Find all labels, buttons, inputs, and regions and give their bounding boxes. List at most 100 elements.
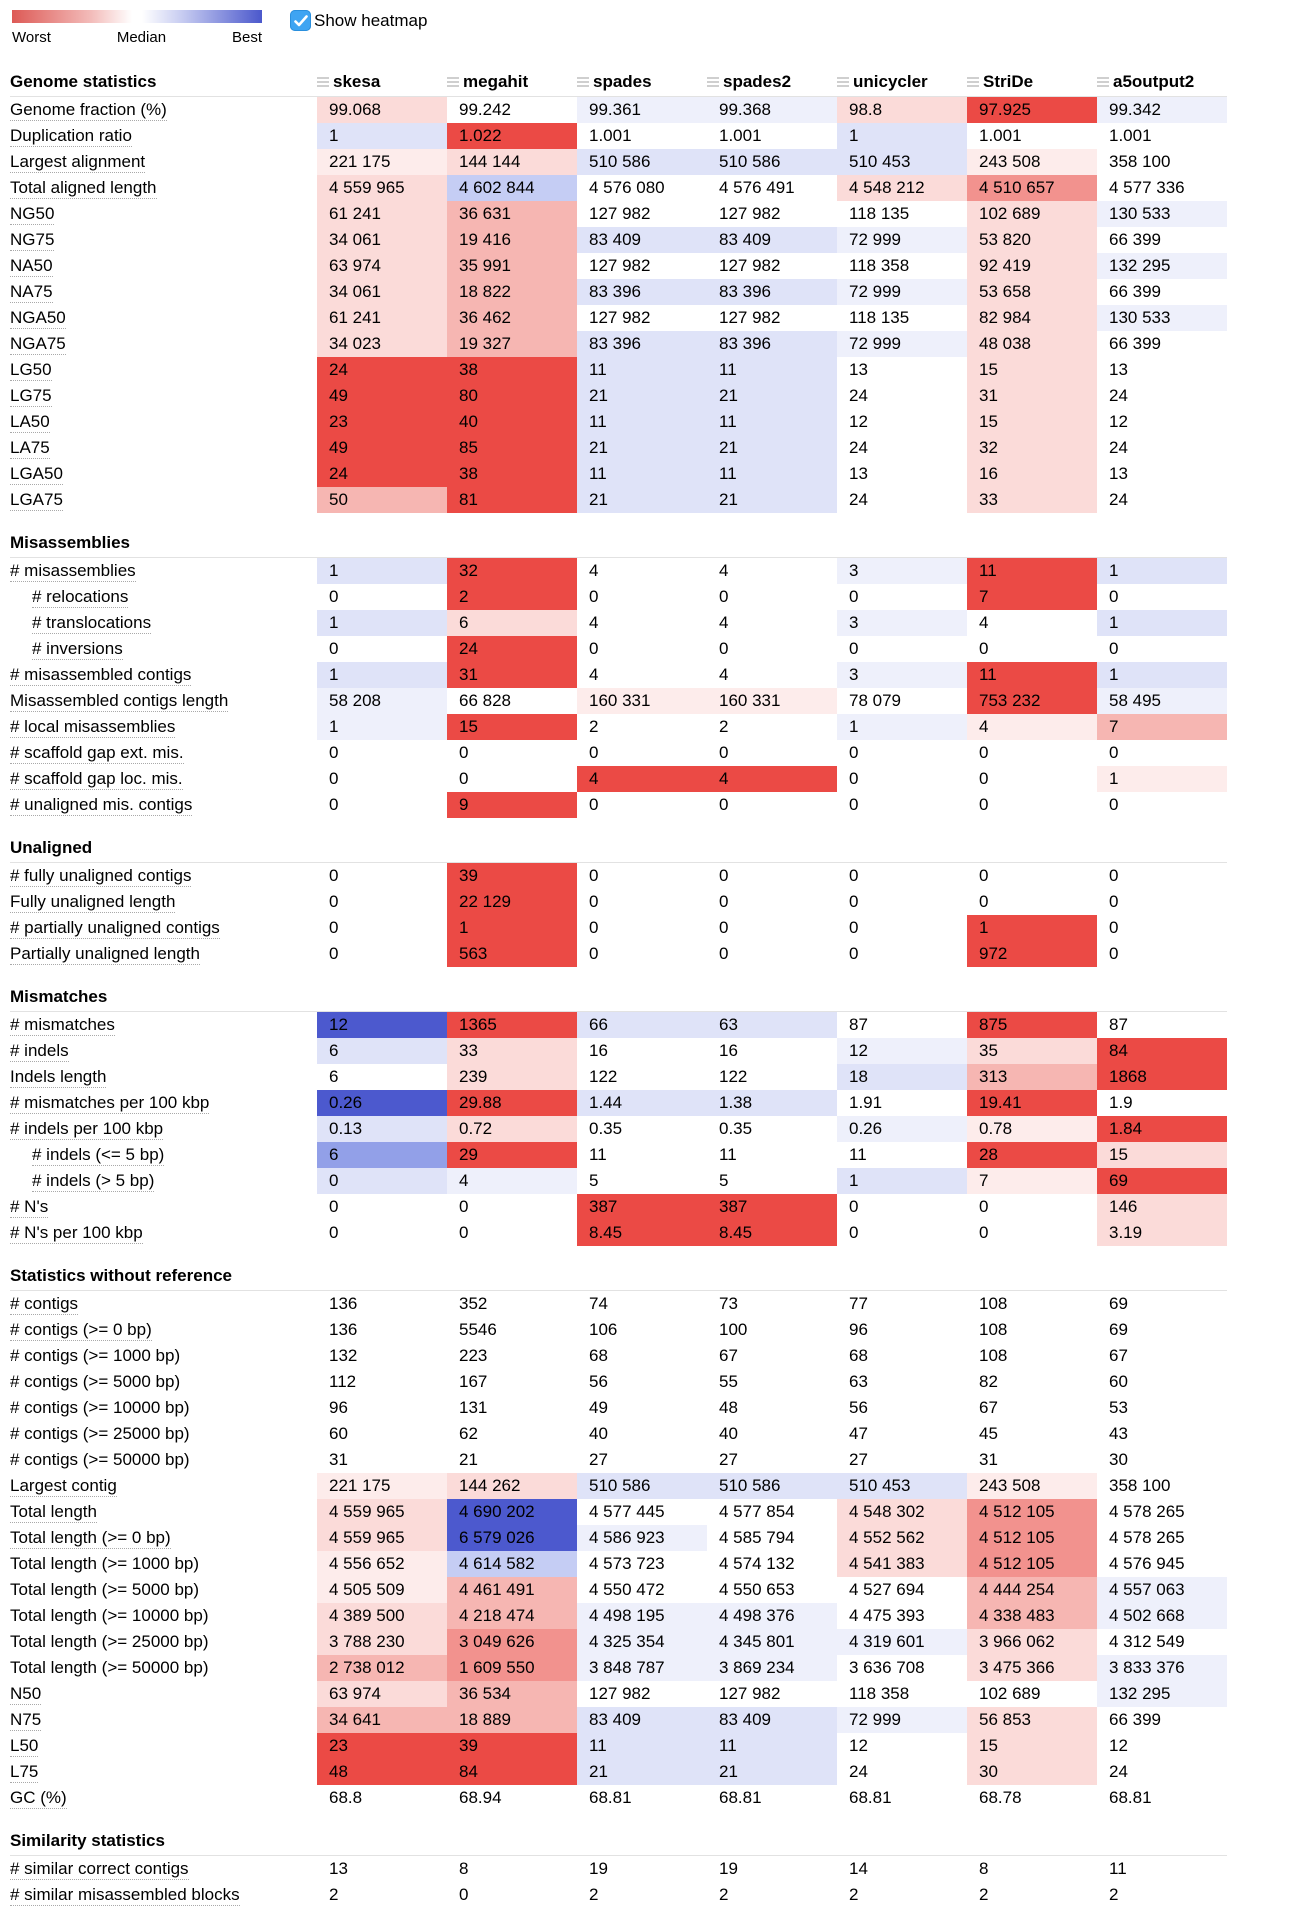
metric-label-text: # contigs (>= 25000 bp) [10,1424,190,1443]
drag-handle-icon[interactable] [317,77,329,87]
cell-spades-ng75: 83 409 [577,227,707,253]
metric-label: Misassembled contigs length [10,691,317,712]
cell-spades2-total-length-25000-bp: 4 345 801 [707,1629,837,1655]
drag-handle-icon[interactable] [447,77,459,87]
metric-label-text: LG75 [10,386,52,407]
cell-megahit-contigs-10000-bp: 131 [447,1395,577,1421]
metric-label: # contigs (>= 50000 bp) [10,1450,317,1470]
metric-label: LA50 [10,412,317,433]
show-heatmap-label: Show heatmap [314,10,428,30]
cell-spades2-total-length-50000-bp: 3 869 234 [707,1655,837,1681]
cell-unicycler-contigs: 77 [837,1291,967,1317]
cell-skesa-contigs-5000-bp: 112 [317,1369,447,1395]
cell-unicycler-contigs-5000-bp: 63 [837,1369,967,1395]
metric-label-text: # relocations [32,587,129,608]
show-heatmap-checkbox[interactable] [290,10,311,31]
metric-label-text: # similar misassembled blocks [10,1885,240,1906]
cell-a5output2-local-misassemblies: 7 [1097,714,1227,740]
cell-spades2-total-length-1000-bp: 4 574 132 [707,1551,837,1577]
cell-spades2-indels-5-bp: 11 [707,1142,837,1168]
cell-stride-ng75: 53 820 [967,227,1097,253]
cell-megahit-mismatches-per-100-kbp: 29.88 [447,1090,577,1116]
cell-megahit-nga75: 19 327 [447,331,577,357]
cell-spades-total-length-1000-bp: 4 573 723 [577,1551,707,1577]
metric-row-n75: N75 34 641 18 889 83 409 83 409 72 999 56 853 6… [10,1707,1300,1733]
column-header-a5output2[interactable]: a5output2 [1097,72,1227,92]
cell-spades-ng50: 127 982 [577,201,707,227]
metric-row-genome-fraction: Genome fraction (%) 99.068 99.242 99.361 99.… [10,97,1300,123]
metric-label-text: Total length (>= 10000 bp) [10,1606,209,1625]
cell-skesa-lg50: 24 [317,357,447,383]
cell-unicycler-total-aligned-length: 4 548 212 [837,175,967,201]
cell-a5output2-indels-5-bp: 69 [1097,1168,1227,1194]
metric-row-largest-alignment: Largest alignment 221 175 144 144 510 586 51… [10,149,1300,175]
cell-a5output2-indels: 84 [1097,1038,1227,1064]
drag-handle-icon[interactable] [707,77,719,87]
cell-unicycler-total-length-1000-bp: 4 541 383 [837,1551,967,1577]
column-header-megahit[interactable]: megahit [447,72,577,92]
cell-stride-na50: 92 419 [967,253,1097,279]
metric-label: # misassembled contigs [10,665,317,686]
metric-label-text: # scaffold gap ext. mis. [10,743,184,764]
metric-label: Partially unaligned length [10,944,317,965]
cell-a5output2-contigs-1000-bp: 67 [1097,1343,1227,1369]
metric-label: # mismatches [10,1015,317,1036]
metric-label-text: # mismatches [10,1015,115,1036]
cell-spades2-lg75: 21 [707,383,837,409]
metric-row-indels: # indels 6 33 16 16 12 35 84 [10,1038,1300,1064]
cell-skesa-inversions: 0 [317,636,447,662]
cell-a5output2-unaligned-mis-contigs: 0 [1097,792,1227,818]
cell-stride-total-length-25000-bp: 3 966 062 [967,1629,1097,1655]
cell-megahit-contigs: 352 [447,1291,577,1317]
column-header-stride[interactable]: StriDe [967,72,1097,92]
column-header-unicycler[interactable]: unicycler [837,72,967,92]
checkmark-icon [293,14,308,26]
cell-megahit-indels-5-bp: 4 [447,1168,577,1194]
cell-spades-gc: 68.81 [577,1785,707,1811]
cell-skesa-similar-correct-contigs: 13 [317,1856,447,1882]
show-heatmap-toggle[interactable]: Show heatmap [290,10,427,31]
cell-megahit-indels: 33 [447,1038,577,1064]
drag-handle-icon[interactable] [1097,77,1109,87]
drag-handle-icon[interactable] [967,77,979,87]
metric-label: # contigs (>= 5000 bp) [10,1372,317,1392]
metric-label-text: NGA50 [10,308,66,329]
drag-handle-icon[interactable] [577,77,589,87]
cell-skesa-n75: 34 641 [317,1707,447,1733]
cell-spades2-translocations: 4 [707,610,837,636]
cell-stride-fully-unaligned-contigs: 0 [967,863,1097,889]
cell-unicycler-inversions: 0 [837,636,967,662]
cell-megahit-partially-unaligned-length: 563 [447,941,577,967]
metric-label: # partially unaligned contigs [10,918,317,939]
section-header-genome-statistics: Genome statistics skesa megahit spades spade… [10,68,1227,97]
column-header-spades[interactable]: spades [577,72,707,92]
metric-row-contigs-10000-bp: # contigs (>= 10000 bp) 96 131 49 48 56 67 53 [10,1395,1300,1421]
cell-spades2-gc: 68.81 [707,1785,837,1811]
cell-spades-n50: 127 982 [577,1681,707,1707]
cell-stride-total-length-10000-bp: 4 338 483 [967,1603,1097,1629]
cell-skesa-lga50: 24 [317,461,447,487]
cell-a5output2-la50: 12 [1097,409,1227,435]
column-header-skesa[interactable]: skesa [317,72,447,92]
drag-handle-icon[interactable] [837,77,849,87]
cell-skesa-duplication-ratio: 1 [317,123,447,149]
cell-spades-total-length-0-bp: 4 586 923 [577,1525,707,1551]
cell-stride-partially-unaligned-length: 972 [967,941,1097,967]
cell-a5output2-n-s-per-100-kbp: 3.19 [1097,1220,1227,1246]
cell-unicycler-total-length-5000-bp: 4 527 694 [837,1577,967,1603]
cell-spades-indels: 16 [577,1038,707,1064]
cell-spades-lga50: 11 [577,461,707,487]
cell-stride-lg75: 31 [967,383,1097,409]
metric-label-text: LA50 [10,412,50,433]
cell-spades-n-s: 387 [577,1194,707,1220]
cell-unicycler-indels-5-bp: 11 [837,1142,967,1168]
cell-spades-similar-correct-contigs: 19 [577,1856,707,1882]
cell-skesa-total-length-10000-bp: 4 389 500 [317,1603,447,1629]
metric-label-text: Duplication ratio [10,126,132,147]
cell-spades2-n50: 127 982 [707,1681,837,1707]
column-header-spades2[interactable]: spades2 [707,72,837,92]
cell-skesa-total-length-50000-bp: 2 738 012 [317,1655,447,1681]
cell-spades-fully-unaligned-contigs: 0 [577,863,707,889]
metric-row-lg75: LG75 49 80 21 21 24 31 24 [10,383,1300,409]
cell-stride-la50: 15 [967,409,1097,435]
